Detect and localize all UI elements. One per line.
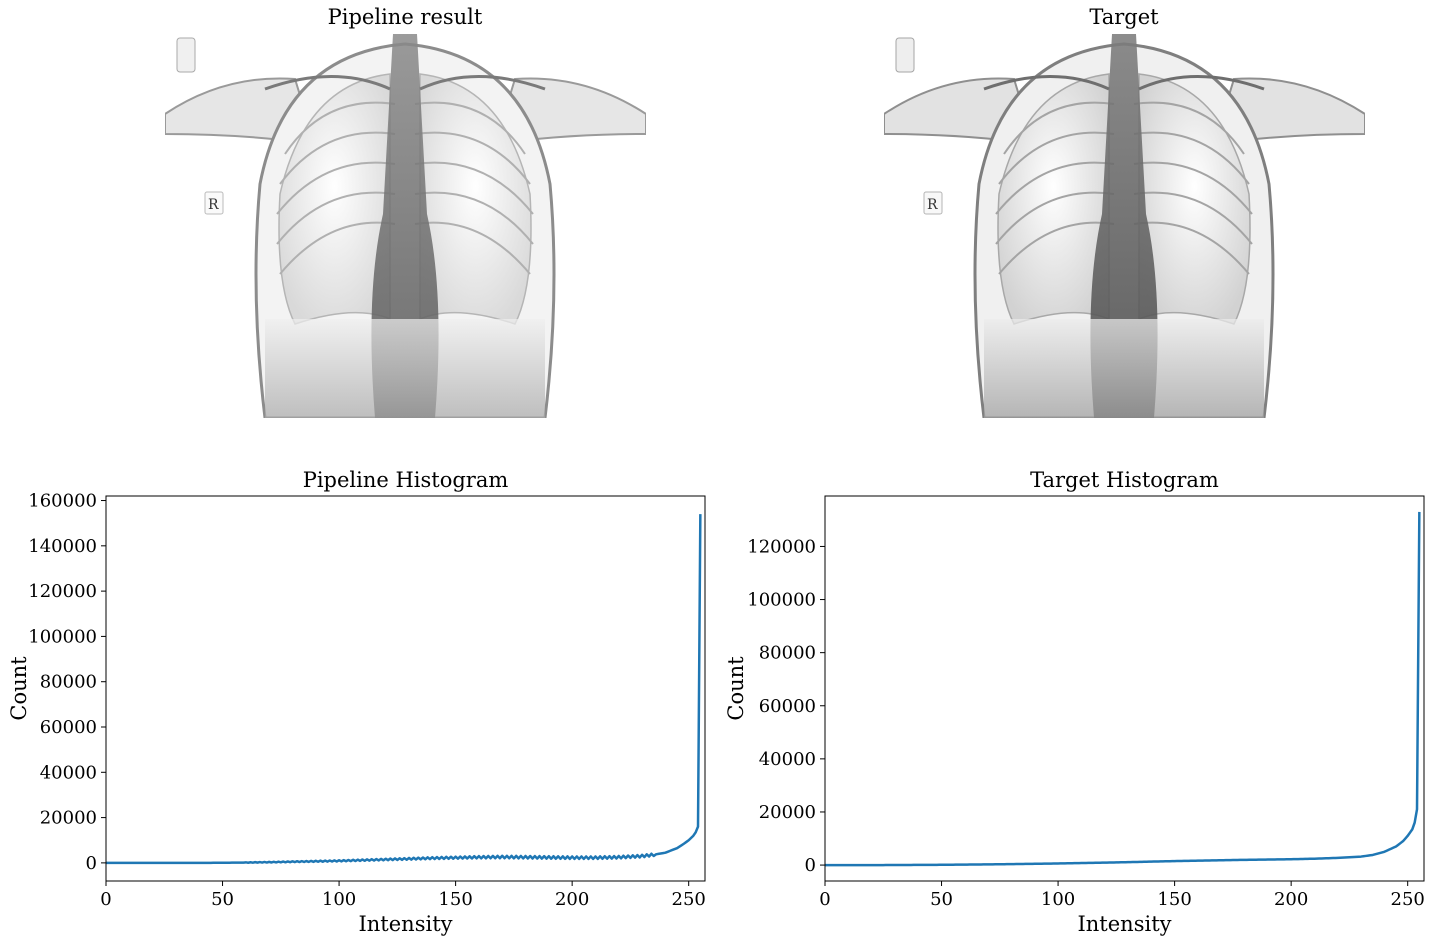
pipeline-image-title: Pipeline result: [327, 5, 483, 29]
x-tick-label: 0: [819, 889, 830, 910]
x-tick-label: 0: [100, 889, 111, 910]
y-tick-label: 100000: [747, 590, 816, 611]
histogram-line: [825, 511, 1421, 867]
plot-frame: [105, 495, 706, 882]
x-axis-label: Intensity: [358, 912, 452, 936]
y-tick-label: 60000: [40, 717, 97, 738]
x-axis-label: Intensity: [1077, 912, 1171, 936]
y-tick-label: 80000: [759, 643, 816, 664]
y-tick-label: 80000: [40, 672, 97, 693]
x-tick-label: 250: [672, 889, 706, 910]
histogram-line: [106, 514, 702, 865]
x-tick-label: 100: [1041, 889, 1075, 910]
y-tick-label: 60000: [759, 696, 816, 717]
plot-frame: [824, 495, 1425, 882]
x-tick-label: 100: [322, 889, 356, 910]
pipeline-xray-image: R: [165, 34, 646, 418]
target-xray-image: R: [884, 34, 1365, 418]
xray-marker-letter: R: [208, 197, 219, 213]
y-axis-label: Count: [7, 656, 31, 721]
y-tick-label: 120000: [28, 581, 97, 602]
target-image-title: Target: [1089, 5, 1159, 29]
x-tick-label: 150: [1157, 889, 1191, 910]
pipeline-histogram-chart: Pipeline Histogram 0 50 100 150 200 250 0 20000 4…: [7, 468, 706, 936]
y-axis-label: Count: [724, 656, 748, 721]
x-tick-label: 150: [438, 889, 472, 910]
y-tick-label: 40000: [40, 762, 97, 783]
x-tick-label: 200: [1274, 889, 1308, 910]
chart-title: Pipeline Histogram: [303, 468, 509, 492]
y-tick-label: 0: [805, 855, 816, 876]
y-tick-label: 20000: [759, 802, 816, 823]
x-tick-label: 50: [211, 889, 234, 910]
target-histogram-chart: Target Histogram 0 50 100 150 200 250 0 20000 400…: [724, 468, 1425, 936]
x-tick-label: 50: [930, 889, 953, 910]
y-tick-label: 20000: [40, 808, 97, 829]
y-tick-label: 100000: [28, 626, 97, 647]
y-tick-label: 120000: [747, 536, 816, 557]
y-tick-label: 160000: [28, 491, 97, 512]
x-tick-label: 250: [1391, 889, 1425, 910]
y-tick-label: 40000: [759, 749, 816, 770]
x-tick-label: 200: [555, 889, 589, 910]
y-tick-label: 140000: [28, 536, 97, 557]
xray-marker-letter: R: [927, 197, 938, 213]
y-tick-label: 0: [86, 853, 97, 874]
chart-title: Target Histogram: [1030, 468, 1219, 492]
